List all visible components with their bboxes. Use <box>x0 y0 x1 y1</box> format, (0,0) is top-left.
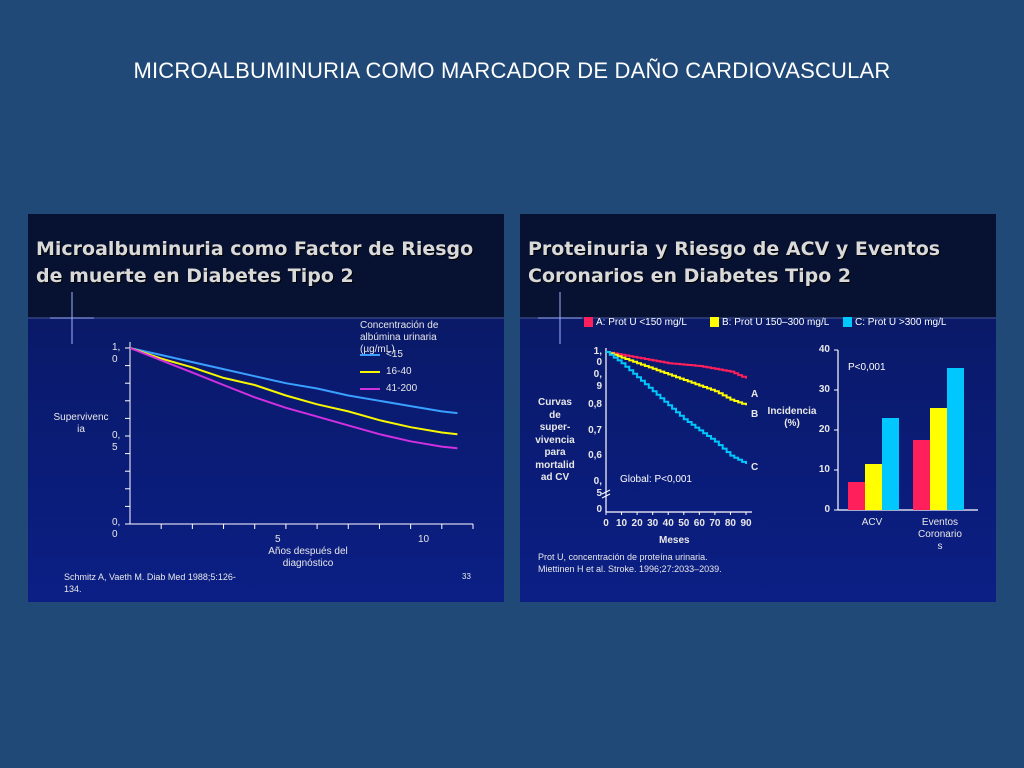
curve-label-A: A <box>751 389 759 400</box>
curve-label-C: C <box>751 462 759 473</box>
right-bars <box>848 368 964 510</box>
left-y-tick-05: 0, 5 <box>112 430 121 453</box>
legend-label-lt15: <15 <box>386 349 403 360</box>
legend-label-16-40: 16-40 <box>386 366 412 377</box>
legend-label-B: B: Prot U 150–300 mg/L <box>722 317 830 328</box>
right-global-p: Global: P<0,001 <box>620 474 692 485</box>
left-legend-title: Concentración de albúmina urinaria (µg/m… <box>360 320 438 356</box>
left-y-tick-1: 1, 0 <box>112 342 121 365</box>
bar-A-1 <box>848 482 865 510</box>
legend-title-line3: (µg/mL) <box>360 344 395 355</box>
right-chart-panel: Proteinuria y Riesgo de ACV y Eventos Co… <box>520 214 996 602</box>
left-x-tick-10: 10 <box>418 534 430 545</box>
right-survival-y-tick: 0 <box>596 357 602 368</box>
bar-category-acv: ACV <box>861 517 883 528</box>
right-survival-y-tick: 0,8 <box>588 399 602 410</box>
slide-title: MICROALBUMINURIA COMO MARCADOR DE DAÑO C… <box>133 58 891 83</box>
legend-swatch-B <box>710 317 719 327</box>
right-survival-y-tick: 9 <box>596 381 602 392</box>
right-survival-y-tick: 0 <box>596 504 602 515</box>
right-title-line2: Coronarios en Diabetes Tipo 2 <box>528 265 852 287</box>
curve-label-B: B <box>751 409 759 420</box>
right-survival-x-tick: 0 <box>603 518 609 529</box>
left-x-tick-5: 5 <box>275 534 281 545</box>
right-survival-x-tick: 40 <box>662 518 674 529</box>
right-star-decoration <box>538 292 582 344</box>
bar-C-2 <box>947 368 964 510</box>
right-survival-x-tick: 70 <box>709 518 721 529</box>
right-survival-x-tick: 80 <box>724 518 736 529</box>
left-series-line-1 <box>129 347 458 415</box>
right-survival-x-tick: 60 <box>693 518 705 529</box>
right-survival-y-tick: 0,7 <box>588 425 602 436</box>
right-survival-y-tick: 1, <box>593 346 602 357</box>
right-survival-y-tick: 0,6 <box>588 450 602 461</box>
right-survival-y-tick: 5 <box>596 488 602 499</box>
left-axes <box>125 342 474 529</box>
survival-curve-A <box>606 351 747 379</box>
left-panel-title: Microalbuminuria como Factor de Riesgo d… <box>36 236 473 290</box>
bar-category-eventos: Eventos Coronario s <box>918 517 962 552</box>
survival-curve-B <box>606 351 747 406</box>
right-header-band <box>520 214 996 318</box>
bar-C-1 <box>882 418 899 510</box>
legend-title-line1: Concentración de <box>360 320 439 331</box>
legend-swatch-C <box>843 317 852 327</box>
left-header-band <box>28 214 504 318</box>
legend-swatch-A <box>584 317 593 327</box>
legend-title-line2: albúmina urinaria <box>360 332 437 343</box>
left-slide-number: 33 <box>462 572 471 581</box>
right-survival-x-tick: 10 <box>615 518 628 529</box>
left-star-decoration <box>50 292 94 344</box>
right-survival-axes <box>601 348 752 515</box>
right-bar-y-tick: 30 <box>818 384 830 395</box>
legend-label-41-200: 41-200 <box>386 383 418 394</box>
left-legend-swatches <box>360 354 380 390</box>
right-legend-swatches <box>584 317 852 327</box>
bar-A-2 <box>913 440 930 510</box>
axis-break-mark <box>601 493 611 499</box>
left-x-axis-label: Años después del diagnóstico <box>268 546 348 569</box>
right-x-axis-label: Meses <box>659 535 690 546</box>
left-series-line-3 <box>129 347 458 450</box>
right-survival-lines <box>606 351 747 464</box>
left-title-line1: Microalbuminuria como Factor de Riesgo <box>36 238 474 260</box>
right-survival-x-tick: 90 <box>740 518 752 529</box>
right-bar-y-tick: 40 <box>818 344 830 355</box>
left-chart-svg <box>28 214 504 529</box>
left-series-line-2 <box>129 347 458 436</box>
legend-label-C: C: Prot U >300 mg/L <box>855 317 947 328</box>
left-chart-panel: Microalbuminuria como Factor de Riesgo d… <box>28 214 504 602</box>
left-y-tick-0: 0, 0 <box>112 517 121 540</box>
bar-B-1 <box>865 464 882 510</box>
right-bar-y-tick: 0 <box>824 504 830 515</box>
right-survival-x-tick: 30 <box>647 518 659 529</box>
axis-break-mark <box>601 489 611 495</box>
right-bar-y-tick: 20 <box>818 424 830 435</box>
right-title-line1: Proteinuria y Riesgo de ACV y Eventos <box>528 238 941 260</box>
left-citation: Schmitz A, Vaeth M. Diab Med 1988;5:126-… <box>64 572 236 594</box>
left-title-line2: de muerte en Diabetes Tipo 2 <box>36 265 354 287</box>
right-y-axis-label: Curvas de super-vivencia para mortalid ad … <box>535 397 575 483</box>
right-survival-y-tick: 0, <box>593 476 602 487</box>
bar-B-2 <box>930 408 947 510</box>
right-bar-y-axis-label: Incidencia (%) <box>767 406 817 429</box>
right-survival-x-tick: 50 <box>678 518 690 529</box>
left-y-axis-label: Supervivenc ia <box>53 412 109 435</box>
survival-curve-C <box>606 351 747 464</box>
right-chart-svg <box>520 214 996 515</box>
right-survival-x-tick: 20 <box>631 518 643 529</box>
right-panel-title: Proteinuria y Riesgo de ACV y Eventos Co… <box>528 236 940 290</box>
legend-label-A: A: Prot U <150 mg/L <box>596 317 687 328</box>
right-bar-y-tick: 10 <box>818 464 830 475</box>
left-series-lines <box>129 347 458 450</box>
right-footnote: Prot U, concentración de proteína urinar… <box>538 552 722 574</box>
right-survival-y-tick: 0, <box>593 369 602 380</box>
right-bar-p: P<0,001 <box>848 362 886 373</box>
